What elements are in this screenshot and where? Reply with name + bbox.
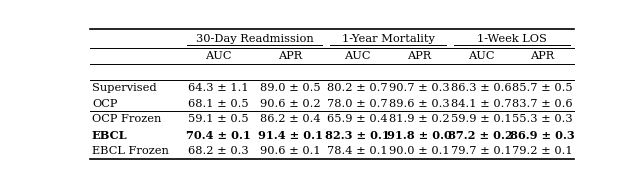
Text: 30-Day Readmission: 30-Day Readmission <box>196 33 314 44</box>
Text: 89.6 ± 0.3: 89.6 ± 0.3 <box>388 99 449 109</box>
Text: 78.0 ± 0.7: 78.0 ± 0.7 <box>327 99 388 109</box>
Text: AUC: AUC <box>468 51 494 61</box>
Text: Supervised: Supervised <box>92 83 157 93</box>
Text: 65.9 ± 0.4: 65.9 ± 0.4 <box>327 114 388 124</box>
Text: 83.7 ± 0.6: 83.7 ± 0.6 <box>512 99 573 109</box>
Text: 55.3 ± 0.3: 55.3 ± 0.3 <box>512 114 573 124</box>
Text: 59.1 ± 0.5: 59.1 ± 0.5 <box>188 114 249 124</box>
Text: 91.8 ± 0.0: 91.8 ± 0.0 <box>387 130 451 141</box>
Text: AUC: AUC <box>344 51 371 61</box>
Text: 90.6 ± 0.1: 90.6 ± 0.1 <box>260 146 321 156</box>
Text: 68.2 ± 0.3: 68.2 ± 0.3 <box>188 146 249 156</box>
Text: 86.2 ± 0.4: 86.2 ± 0.4 <box>260 114 321 124</box>
Text: 91.4 ± 0.1: 91.4 ± 0.1 <box>258 130 323 141</box>
Text: APR: APR <box>278 51 303 61</box>
Text: 81.9 ± 0.2: 81.9 ± 0.2 <box>388 114 449 124</box>
Text: OCP: OCP <box>92 99 117 109</box>
Text: 79.7 ± 0.1: 79.7 ± 0.1 <box>451 146 511 156</box>
Text: 80.2 ± 0.7: 80.2 ± 0.7 <box>327 83 388 93</box>
Text: 85.7 ± 0.5: 85.7 ± 0.5 <box>512 83 573 93</box>
Text: EBCL: EBCL <box>92 130 127 141</box>
Text: 90.7 ± 0.3: 90.7 ± 0.3 <box>388 83 449 93</box>
Text: 64.3 ± 1.1: 64.3 ± 1.1 <box>188 83 249 93</box>
Text: 82.3 ± 0.1: 82.3 ± 0.1 <box>325 130 390 141</box>
Text: AUC: AUC <box>205 51 232 61</box>
Text: 87.2 ± 0.2: 87.2 ± 0.2 <box>449 130 513 141</box>
Text: 1-Year Mortality: 1-Year Mortality <box>342 33 435 44</box>
Text: APR: APR <box>407 51 431 61</box>
Text: 86.9 ± 0.3: 86.9 ± 0.3 <box>510 130 575 141</box>
Text: APR: APR <box>531 51 555 61</box>
Text: 68.1 ± 0.5: 68.1 ± 0.5 <box>188 99 249 109</box>
Text: 84.1 ± 0.7: 84.1 ± 0.7 <box>451 99 511 109</box>
Text: 59.9 ± 0.1: 59.9 ± 0.1 <box>451 114 511 124</box>
Text: OCP Frozen: OCP Frozen <box>92 114 161 124</box>
Text: 70.4 ± 0.1: 70.4 ± 0.1 <box>186 130 251 141</box>
Text: 86.3 ± 0.6: 86.3 ± 0.6 <box>451 83 511 93</box>
Text: 1-Week LOS: 1-Week LOS <box>477 33 547 44</box>
Text: 78.4 ± 0.1: 78.4 ± 0.1 <box>327 146 388 156</box>
Text: 90.0 ± 0.1: 90.0 ± 0.1 <box>388 146 449 156</box>
Text: 89.0 ± 0.5: 89.0 ± 0.5 <box>260 83 321 93</box>
Text: 90.6 ± 0.2: 90.6 ± 0.2 <box>260 99 321 109</box>
Text: EBCL Frozen: EBCL Frozen <box>92 146 169 156</box>
Text: 79.2 ± 0.1: 79.2 ± 0.1 <box>512 146 573 156</box>
